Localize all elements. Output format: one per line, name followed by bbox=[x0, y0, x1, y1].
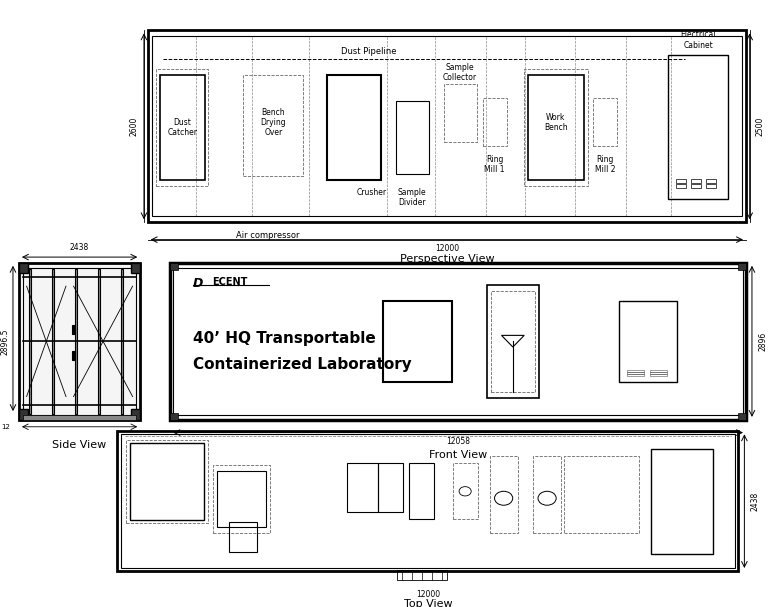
Bar bbox=[217, 471, 266, 527]
Text: Ring
Mill 1: Ring Mill 1 bbox=[484, 155, 505, 174]
Text: Ring
Mill 2: Ring Mill 2 bbox=[595, 155, 615, 174]
Bar bbox=[131, 409, 140, 420]
Text: Sample
Collector: Sample Collector bbox=[443, 63, 477, 82]
Text: 2600: 2600 bbox=[129, 117, 139, 136]
Bar bbox=[396, 101, 429, 174]
Bar bbox=[118, 432, 738, 571]
Text: ECENT: ECENT bbox=[212, 277, 247, 288]
Bar bbox=[534, 456, 561, 533]
Bar bbox=[156, 69, 209, 186]
Bar bbox=[131, 263, 140, 273]
Bar bbox=[650, 372, 667, 374]
Bar bbox=[347, 463, 378, 512]
Text: Dust
Catcher: Dust Catcher bbox=[167, 118, 197, 137]
Text: Front View: Front View bbox=[429, 450, 487, 460]
Bar bbox=[527, 75, 584, 180]
Bar bbox=[152, 36, 742, 217]
Bar bbox=[98, 269, 100, 414]
Text: Side View: Side View bbox=[52, 440, 107, 450]
Bar bbox=[444, 84, 477, 141]
Text: Electrical
Cabinet: Electrical Cabinet bbox=[680, 30, 716, 50]
Bar bbox=[705, 179, 716, 183]
Bar bbox=[19, 263, 28, 273]
Text: Bench
Drying
Over: Bench Drying Over bbox=[260, 107, 286, 137]
Bar bbox=[627, 372, 644, 374]
Bar bbox=[159, 75, 205, 180]
Bar bbox=[524, 69, 588, 186]
Bar bbox=[676, 184, 687, 188]
Text: Containerized Laboratory: Containerized Laboratory bbox=[193, 358, 412, 372]
Bar bbox=[738, 413, 746, 420]
Bar bbox=[738, 263, 746, 270]
Bar bbox=[378, 463, 403, 512]
Text: 2896: 2896 bbox=[758, 332, 767, 351]
Bar bbox=[487, 285, 539, 398]
Bar bbox=[490, 456, 518, 533]
Text: 12000: 12000 bbox=[435, 244, 459, 253]
Bar bbox=[75, 269, 77, 414]
Bar bbox=[243, 75, 303, 176]
Bar bbox=[650, 375, 667, 376]
Bar bbox=[627, 375, 644, 376]
Text: Work
Bench: Work Bench bbox=[544, 113, 567, 132]
Bar bbox=[72, 351, 75, 360]
Bar bbox=[213, 465, 270, 532]
Text: 12058: 12058 bbox=[446, 437, 470, 446]
Bar bbox=[173, 268, 743, 415]
Bar bbox=[619, 300, 677, 382]
Text: D: D bbox=[193, 277, 203, 290]
Bar bbox=[627, 370, 644, 371]
Bar bbox=[397, 571, 447, 580]
Bar bbox=[121, 269, 123, 414]
Bar bbox=[28, 269, 31, 414]
Bar bbox=[383, 300, 453, 382]
Bar bbox=[170, 263, 178, 270]
Text: 2438: 2438 bbox=[751, 492, 759, 510]
Bar bbox=[148, 30, 746, 222]
Bar bbox=[594, 98, 618, 146]
Bar bbox=[126, 440, 208, 523]
Bar bbox=[121, 435, 735, 568]
Text: 12: 12 bbox=[1, 424, 10, 430]
Bar bbox=[651, 449, 714, 554]
Text: 2500: 2500 bbox=[755, 117, 764, 136]
Bar bbox=[453, 463, 477, 519]
Bar bbox=[23, 415, 136, 420]
Bar bbox=[668, 55, 728, 199]
Text: Air compressor: Air compressor bbox=[236, 231, 299, 240]
Bar bbox=[19, 263, 140, 420]
Bar bbox=[130, 443, 204, 520]
Bar bbox=[705, 184, 716, 188]
Text: 40’ HQ Transportable: 40’ HQ Transportable bbox=[193, 331, 376, 346]
Text: 2438: 2438 bbox=[70, 243, 89, 253]
Text: 2896.5: 2896.5 bbox=[1, 328, 10, 354]
Text: Perspective View: Perspective View bbox=[400, 254, 494, 264]
Bar bbox=[410, 463, 434, 519]
Bar bbox=[170, 413, 178, 420]
Text: 12000: 12000 bbox=[416, 590, 440, 599]
Bar bbox=[72, 325, 75, 333]
Bar bbox=[691, 184, 701, 188]
Bar bbox=[170, 263, 746, 420]
Text: Top View: Top View bbox=[403, 599, 452, 607]
Bar bbox=[19, 409, 28, 420]
Bar bbox=[483, 98, 507, 146]
Text: Crusher: Crusher bbox=[357, 188, 387, 197]
Bar bbox=[229, 521, 257, 552]
Bar bbox=[691, 179, 701, 183]
Bar bbox=[564, 456, 639, 533]
Bar bbox=[327, 75, 381, 180]
Bar bbox=[52, 269, 54, 414]
Text: Sample
Divider: Sample Divider bbox=[398, 188, 427, 207]
Text: Dust Pipeline: Dust Pipeline bbox=[341, 47, 397, 56]
Bar bbox=[650, 370, 667, 371]
Bar bbox=[23, 268, 136, 415]
Bar bbox=[676, 179, 687, 183]
Bar bbox=[490, 291, 535, 392]
